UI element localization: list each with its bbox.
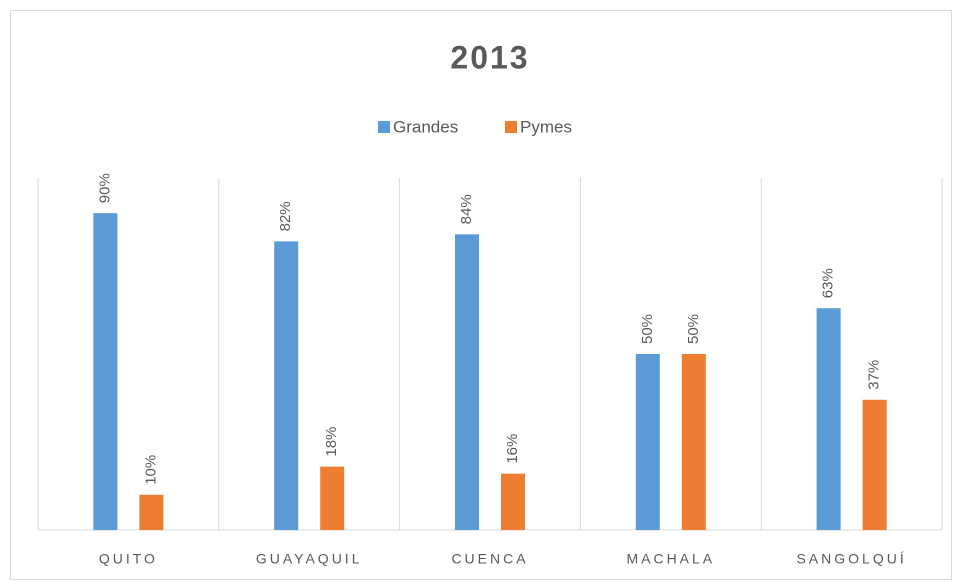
bar — [455, 234, 479, 530]
bar — [274, 241, 299, 531]
chart-title: 2013 — [450, 39, 529, 75]
data-label: 50% — [685, 314, 702, 344]
data-label: 82% — [277, 201, 294, 231]
bar — [635, 354, 660, 530]
bar — [320, 466, 345, 530]
legend-swatch — [378, 121, 390, 133]
bar — [816, 308, 841, 530]
data-label: 84% — [458, 194, 475, 224]
data-label: 16% — [504, 434, 521, 464]
data-label: 50% — [639, 314, 656, 344]
data-label: 90% — [96, 173, 113, 203]
x-tick-label: MACHALA — [626, 551, 715, 567]
x-tick-label: QUITO — [99, 551, 158, 567]
bar — [501, 473, 525, 530]
x-tick-label: GUAYAQUIL — [256, 551, 363, 567]
legend-label: Pymes — [520, 117, 572, 136]
legend-swatch — [505, 121, 517, 133]
x-tick-label: CUENCA — [451, 551, 528, 567]
data-label: 10% — [142, 455, 159, 485]
chart-frame — [10, 10, 952, 580]
bar — [681, 354, 706, 530]
legend-label: Grandes — [393, 117, 458, 136]
data-label: 37% — [866, 360, 883, 390]
data-label: 18% — [323, 427, 340, 457]
x-tick-label: SANGOLQUÍ — [796, 551, 906, 567]
bar — [862, 399, 887, 530]
data-label: 63% — [820, 268, 837, 298]
bar — [93, 213, 118, 530]
bar — [139, 494, 164, 530]
